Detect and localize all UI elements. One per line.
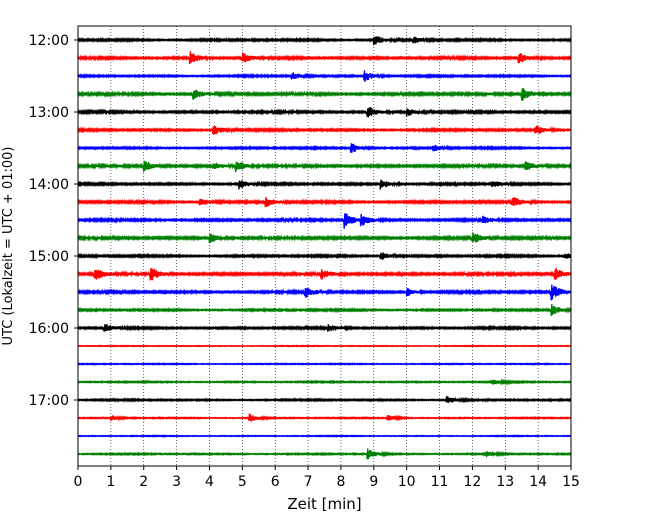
x-tick-label: 8	[336, 474, 345, 490]
trace-line-17:45	[77, 448, 572, 460]
x-tick-label: 11	[431, 474, 449, 490]
y-tick-label: 16:00	[29, 321, 69, 337]
x-tick-label: 13	[496, 474, 514, 490]
trace-line-16:15	[77, 344, 572, 348]
y-axis-label: UTC (Lokalzeit = UTC + 01:00)	[1, 147, 16, 346]
x-tick-label: 1	[106, 474, 115, 490]
x-tick-label: 14	[529, 474, 547, 490]
y-tick-label: 14:00	[29, 177, 69, 193]
y-tick-label: 17:00	[29, 393, 69, 409]
trace-line-17:30	[77, 434, 572, 438]
y-tick-label: 15:00	[29, 249, 69, 265]
y-tick-label: 12:00	[29, 33, 69, 49]
x-tick-label: 7	[304, 474, 313, 490]
trace-line-16:00	[77, 324, 572, 332]
trace-line-12:30	[77, 70, 572, 82]
trace-line-13:30	[77, 143, 572, 153]
trace-line-15:00	[77, 252, 572, 260]
x-tick-label: 4	[205, 474, 214, 490]
y-tick-label: 13:00	[29, 105, 69, 121]
trace-line-14:30	[77, 213, 572, 229]
grid-lines	[110, 26, 539, 466]
trace-line-17:15	[77, 413, 572, 422]
trace-line-15:45	[77, 303, 572, 316]
x-tick-label: 9	[369, 474, 378, 490]
trace-line-12:45	[77, 88, 572, 101]
trace-line-13:00	[77, 107, 572, 118]
x-tick-label: 10	[398, 474, 416, 490]
trace-line-13:15	[77, 125, 572, 135]
trace-line-16:30	[77, 362, 572, 366]
trace-line-14:45	[77, 232, 572, 244]
trace-series	[77, 36, 572, 460]
trace-line-15:15	[77, 267, 572, 281]
x-tick-label: 0	[74, 474, 83, 490]
x-tick-label: 3	[172, 474, 181, 490]
trace-line-16:45	[77, 378, 572, 386]
y-axis: 12:00 13:00 14:00 15:00 16:00 17:00	[29, 33, 78, 409]
x-axis-label: Zeit [min]	[287, 495, 361, 513]
trace-line-12:15	[77, 51, 572, 65]
trace-line-17:00	[77, 396, 572, 404]
x-tick-label: 15	[562, 474, 580, 490]
trace-line-13:45	[77, 160, 572, 173]
x-tick-label: 12	[463, 474, 481, 490]
trace-line-14:15	[77, 196, 572, 208]
x-tick-label: 2	[139, 474, 148, 490]
x-tick-label: 5	[238, 474, 247, 490]
plot-frame	[77, 25, 572, 467]
trace-line-12:00	[77, 36, 572, 46]
trace-line-15:30	[77, 284, 572, 301]
x-tick-label: 6	[271, 474, 280, 490]
trace-line-14:00	[77, 179, 572, 190]
x-axis: 0 1 2 3 4 5 6 7 8 9 10 11 12 13 14 15	[74, 466, 580, 490]
